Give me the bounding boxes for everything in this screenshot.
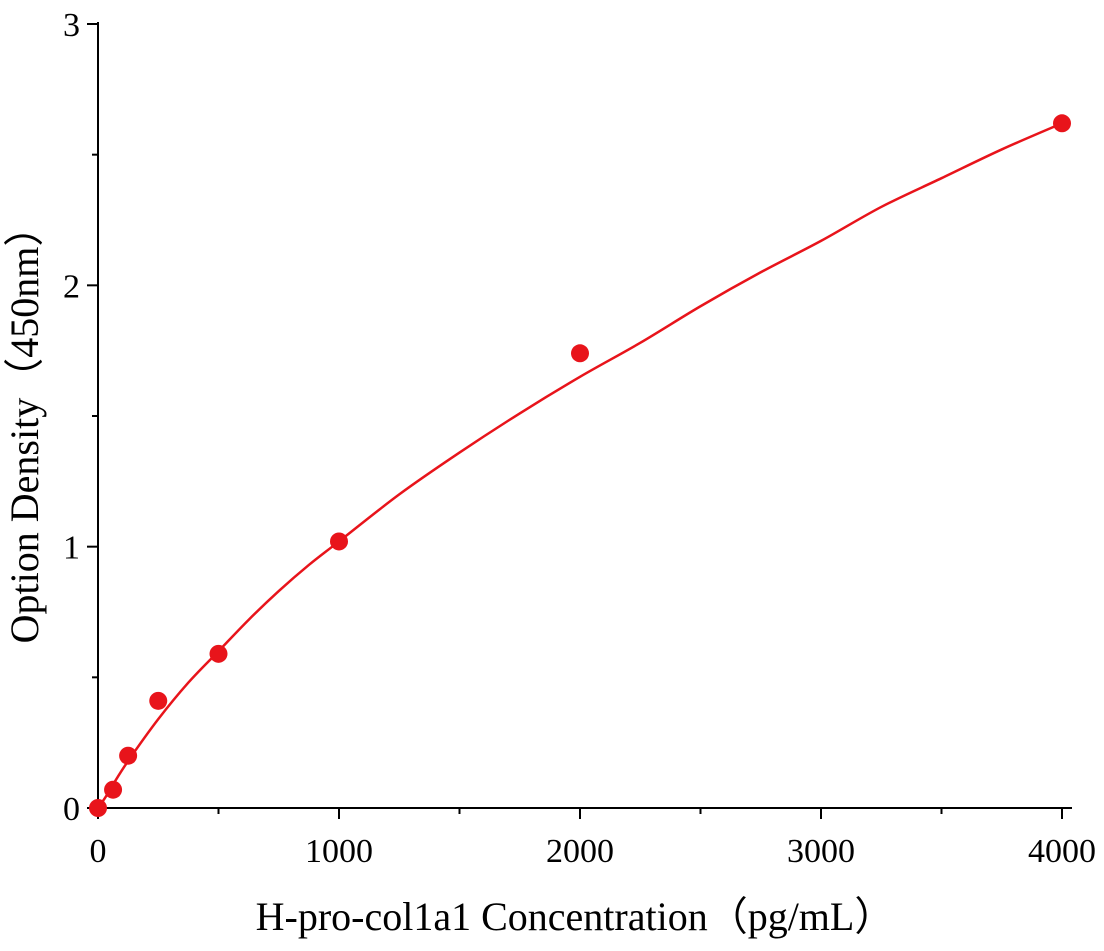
x-tick-label: 3000: [787, 833, 855, 870]
y-axis-ticks: [87, 23, 98, 809]
x-tick-label: 1000: [305, 833, 373, 870]
data-point: [1053, 114, 1071, 133]
x-tick-label: 0: [90, 833, 107, 870]
y-tick-label: 3: [63, 7, 80, 44]
data-point: [209, 644, 228, 663]
x-tick-label: 2000: [546, 833, 614, 870]
y-tick-label: 1: [63, 530, 80, 567]
fit-curve-line: [96, 122, 1063, 809]
x-tick-label: 4000: [1028, 833, 1096, 870]
data-point: [104, 780, 123, 799]
data-point: [149, 691, 168, 710]
y-axis-title: Option Density（450nm）: [2, 207, 47, 644]
data-point: [89, 799, 107, 817]
y-tick-label: 0: [63, 791, 80, 828]
x-axis-tick-labels: 0 1000 2000 3000 4000: [90, 833, 1097, 870]
data-point: [119, 746, 138, 765]
data-points: [89, 114, 1071, 817]
x-axis-ticks: [97, 808, 1063, 819]
data-point: [571, 344, 589, 363]
data-point: [330, 532, 348, 551]
y-axis-tick-labels: 0 1 2 3: [63, 7, 80, 828]
x-axis-title: H-pro-col1a1 Concentration（pg/mL）: [256, 894, 895, 939]
y-tick-label: 2: [63, 268, 80, 305]
